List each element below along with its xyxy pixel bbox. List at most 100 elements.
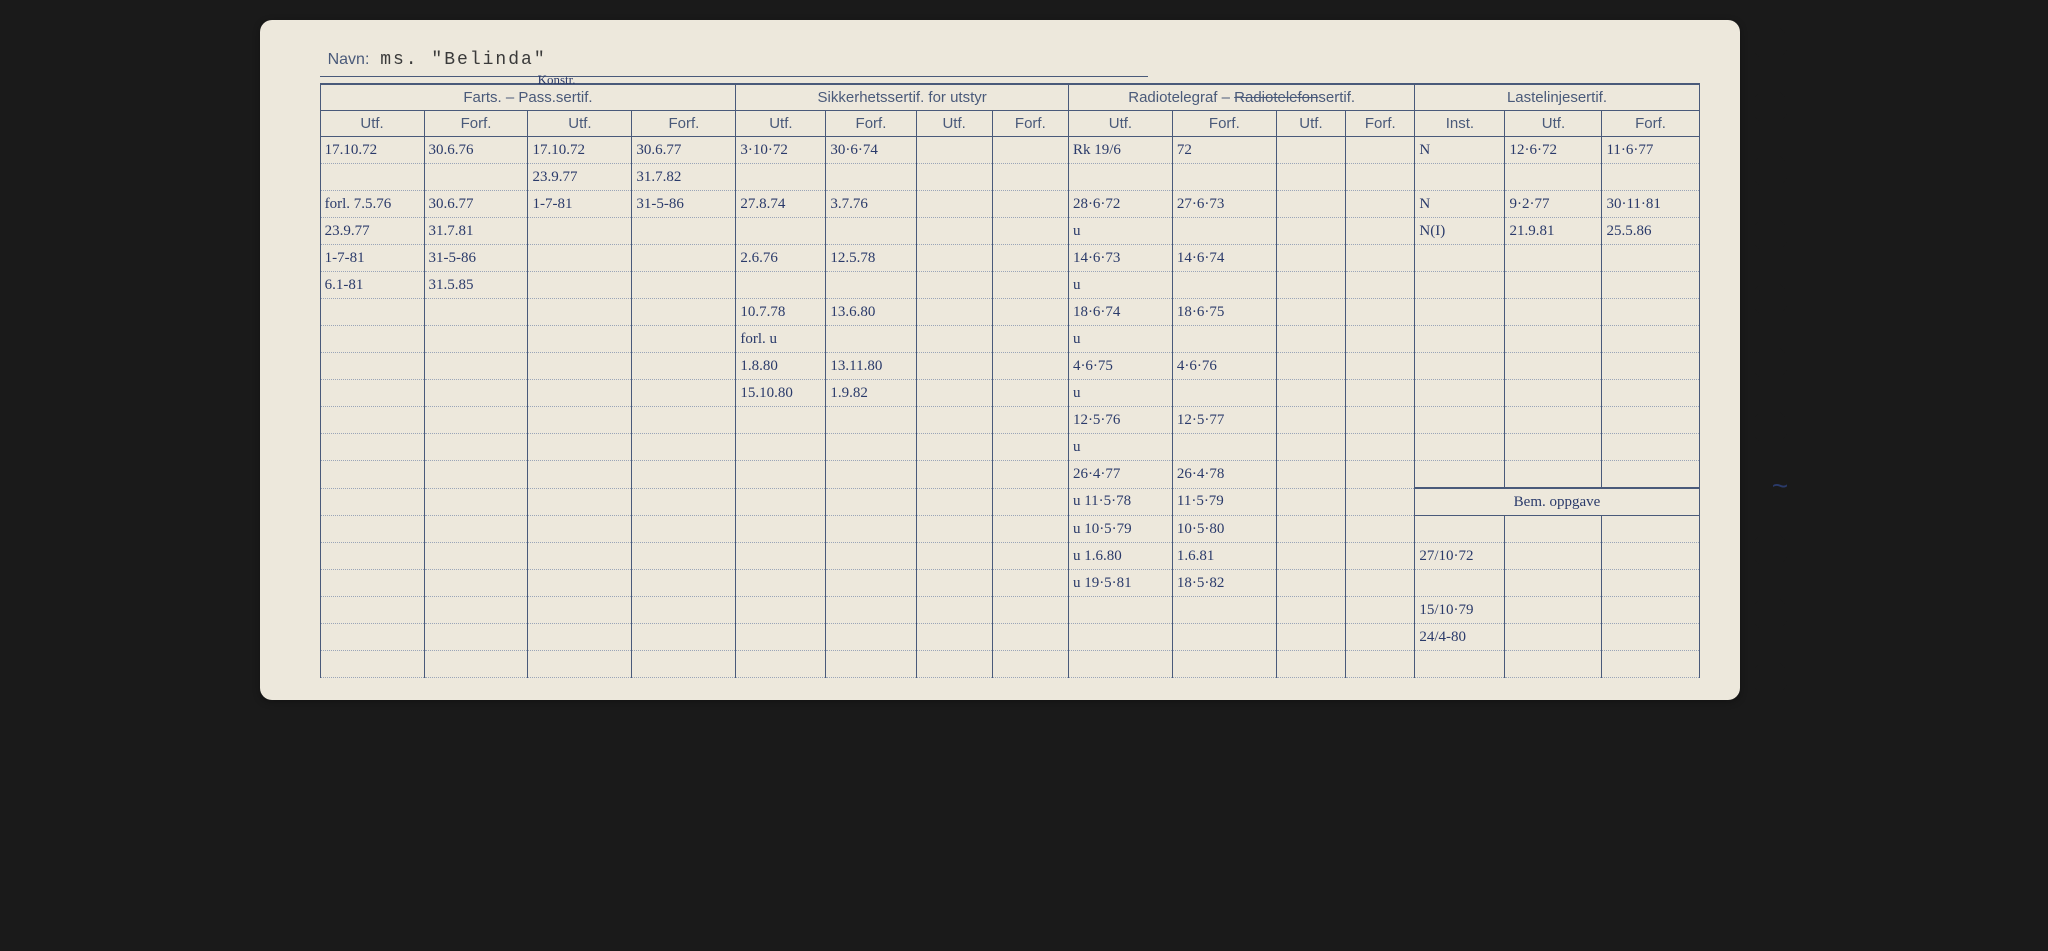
- cell: [1602, 624, 1699, 651]
- table-row: 15/10·79: [320, 597, 1699, 624]
- cell: [992, 543, 1068, 570]
- cell: [1172, 218, 1276, 245]
- cell: 13.11.80: [826, 353, 916, 380]
- cell: [424, 299, 528, 326]
- cell: [632, 326, 736, 353]
- cell: [916, 434, 992, 461]
- cell: [1172, 434, 1276, 461]
- cell: [528, 299, 632, 326]
- table-row: 26·4·7726·4·78: [320, 461, 1699, 489]
- cell: [320, 488, 424, 516]
- cell: 30·6·74: [826, 137, 916, 164]
- hole-icon: [1752, 532, 1788, 568]
- cell: 31.7.82: [632, 164, 736, 191]
- cell: 17.10.72: [528, 137, 632, 164]
- cell: [528, 434, 632, 461]
- cell: [1068, 624, 1172, 651]
- cell: [736, 461, 826, 489]
- table-row: 1-7-8131-5-862.6.7612.5.7814·6·7314·6·74: [320, 245, 1699, 272]
- cell: [1505, 353, 1602, 380]
- cell: [1276, 624, 1345, 651]
- cell: 28·6·72: [1068, 191, 1172, 218]
- cell: [1602, 380, 1699, 407]
- cell: [1602, 543, 1699, 570]
- cell: [1068, 597, 1172, 624]
- cell: [826, 570, 916, 597]
- cell: [1276, 380, 1345, 407]
- cell: [1276, 488, 1345, 516]
- table-row: u 19·5·8118·5·82: [320, 570, 1699, 597]
- cell: [320, 353, 424, 380]
- cell: [916, 543, 992, 570]
- cell: [992, 326, 1068, 353]
- cell: [632, 461, 736, 489]
- cell: [916, 516, 992, 543]
- sub-utf: Utf.: [736, 111, 826, 137]
- cell: N: [1415, 191, 1505, 218]
- cell: [1415, 272, 1505, 299]
- cell: [320, 624, 424, 651]
- cell: [1602, 299, 1699, 326]
- cell: [992, 164, 1068, 191]
- cell: [632, 218, 736, 245]
- cell: forl. 7.5.76: [320, 191, 424, 218]
- sub-forf: Forf.: [826, 111, 916, 137]
- cell: [1602, 164, 1699, 191]
- cell: [632, 272, 736, 299]
- cell: [992, 245, 1068, 272]
- cell: [826, 326, 916, 353]
- cell: [528, 488, 632, 516]
- cell: [1172, 326, 1276, 353]
- cell: 30.6.76: [424, 137, 528, 164]
- cell: 1.8.80: [736, 353, 826, 380]
- cell: [1172, 380, 1276, 407]
- sub-utf: Utf.: [320, 111, 424, 137]
- cell: 11·6·77: [1602, 137, 1699, 164]
- cell: [424, 624, 528, 651]
- cell: [992, 461, 1068, 489]
- cell: [1415, 570, 1505, 597]
- cell: [826, 407, 916, 434]
- cell: [992, 570, 1068, 597]
- cell: u: [1068, 326, 1172, 353]
- cell: 9·2·77: [1505, 191, 1602, 218]
- cell: [736, 434, 826, 461]
- cell: [1505, 272, 1602, 299]
- cell: [826, 624, 916, 651]
- cell: [1602, 326, 1699, 353]
- cell: [632, 543, 736, 570]
- cell: [1276, 597, 1345, 624]
- cell: 4·6·75: [1068, 353, 1172, 380]
- cell: 31.7.81: [424, 218, 528, 245]
- cell: [992, 380, 1068, 407]
- bem-oppgave-header: Bem. oppgave: [1415, 488, 1699, 516]
- cell: [1068, 651, 1172, 678]
- cell: [1602, 245, 1699, 272]
- cell: [424, 651, 528, 678]
- cell: [1415, 353, 1505, 380]
- cell: [1602, 353, 1699, 380]
- cell: [528, 570, 632, 597]
- cell: [992, 407, 1068, 434]
- table-row: u 11·5·7811·5·79Bem. oppgave: [320, 488, 1699, 516]
- cell: [1602, 570, 1699, 597]
- cell: [528, 543, 632, 570]
- cell: [1415, 245, 1505, 272]
- cell: [528, 624, 632, 651]
- cell: [1415, 407, 1505, 434]
- cell: 4·6·76: [1172, 353, 1276, 380]
- cell: [1505, 380, 1602, 407]
- cell: 10·5·80: [1172, 516, 1276, 543]
- cell: [1505, 245, 1602, 272]
- cell: 10.7.78: [736, 299, 826, 326]
- cell: [736, 543, 826, 570]
- cell: [1276, 137, 1345, 164]
- navn-row: Navn: ms. "Belinda": [320, 50, 1700, 70]
- cell: 72: [1172, 137, 1276, 164]
- cell: [826, 461, 916, 489]
- cell: [736, 164, 826, 191]
- cell: [992, 272, 1068, 299]
- hole-icon: [1752, 153, 1788, 189]
- cell: [826, 488, 916, 516]
- cell: [320, 543, 424, 570]
